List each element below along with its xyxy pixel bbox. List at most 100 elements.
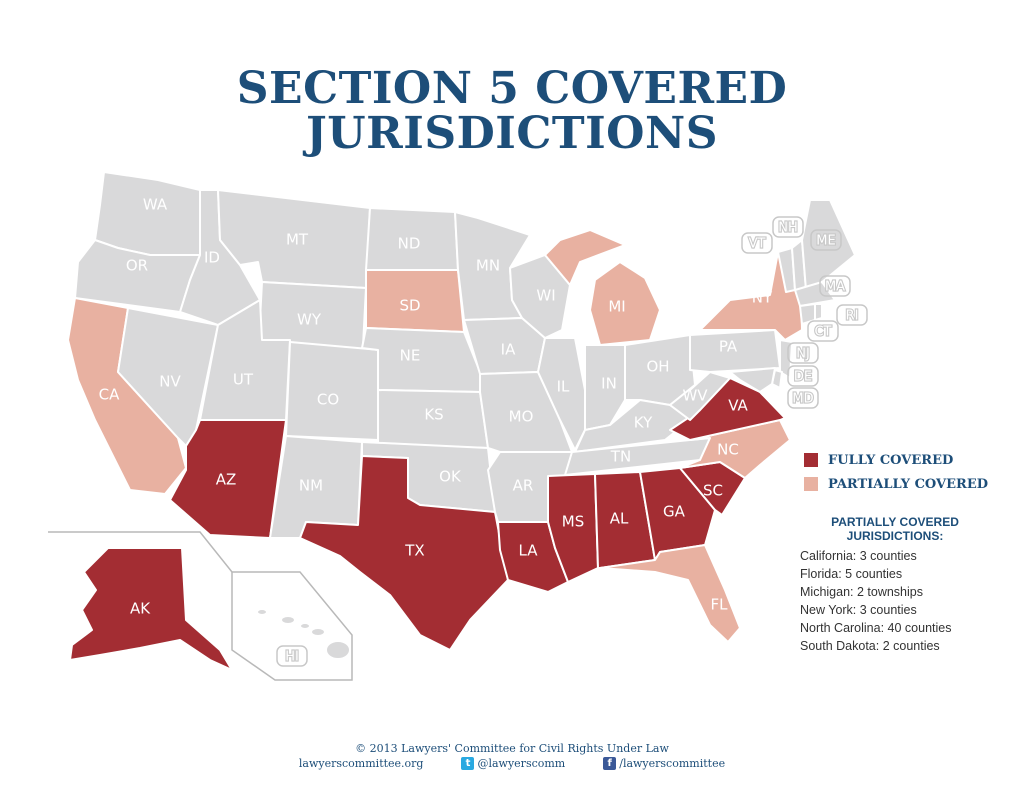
state-tag-ct: CT	[807, 320, 839, 342]
state-mi[interactable]	[589, 261, 661, 346]
state-label-pa: PA	[719, 338, 738, 356]
state-label-ne: NE	[400, 347, 421, 365]
title-line-2: JURISDICTIONS	[305, 108, 719, 159]
state-label-sd: SD	[399, 297, 420, 315]
state-tag-label-hi: HI	[285, 650, 299, 665]
title-line-1: SECTION 5 COVERED	[236, 63, 788, 114]
state-label-mn: MN	[476, 257, 500, 275]
state-tag-label-ct: CT	[814, 325, 831, 340]
copyright: © 2013 Lawyers' Committee for Civil Righ…	[355, 742, 669, 755]
state-label-ar: AR	[513, 477, 534, 495]
footer: © 2013 Lawyers' Committee for Civil Righ…	[0, 741, 1024, 771]
twitter-handle: @lawyerscomm	[477, 757, 566, 770]
state-label-la: LA	[519, 542, 539, 560]
partial-title-line-2: JURISDICTIONS:	[846, 529, 944, 543]
state-label-mo: MO	[509, 408, 534, 426]
state-ne[interactable]	[361, 327, 481, 393]
facebook-link[interactable]: f /lawyerscommittee	[603, 756, 725, 771]
state-label-fl: FL	[711, 596, 729, 614]
state-tag-label-nj: NJ	[796, 347, 810, 362]
state-label-va: VA	[728, 397, 748, 415]
state-label-az: AZ	[216, 471, 237, 489]
state-az[interactable]	[169, 419, 287, 539]
state-label-ia: IA	[501, 341, 516, 359]
state-label-nc: NC	[717, 441, 739, 459]
legend-fully-covered: FULLY COVERED	[804, 448, 988, 472]
partial-jurisdictions-title: PARTIALLY COVERED JURISDICTIONS:	[800, 515, 990, 543]
state-label-ms: MS	[562, 513, 584, 531]
state-hi[interactable]	[256, 608, 351, 660]
state-label-nv: NV	[159, 373, 181, 391]
state-ma[interactable]	[794, 281, 836, 307]
state-tag-de: DE	[787, 365, 819, 387]
state-tag-me: ME	[810, 229, 842, 251]
state-ak[interactable]	[69, 547, 233, 671]
state-md[interactable]	[729, 367, 776, 393]
inset-frame-hawaii	[231, 571, 353, 681]
website-link[interactable]: lawyerscommittee.org	[298, 757, 424, 770]
state-label-ut: UT	[233, 371, 254, 389]
state-tag-nh: NH	[772, 216, 804, 238]
state-tag-md: MD	[787, 387, 819, 409]
fully-covered-swatch	[804, 453, 818, 467]
twitter-link[interactable]: t @lawyerscomm	[461, 756, 565, 771]
state-tag-nj: NJ	[787, 342, 819, 364]
facebook-icon: f	[603, 757, 617, 770]
state-wv[interactable]	[669, 371, 731, 421]
state-tag-label-vt: VT	[749, 237, 766, 252]
state-mi-upper[interactable]	[544, 229, 626, 286]
state-label-il: IL	[557, 378, 570, 396]
state-nc[interactable]	[679, 419, 791, 479]
state-label-tx: TX	[404, 542, 424, 560]
state-label-mt: MT	[286, 231, 309, 249]
list-item: Michigan: 2 townships	[800, 585, 923, 599]
state-wa[interactable]	[94, 171, 201, 256]
state-label-tn: TN	[610, 448, 631, 466]
state-label-sc: SC	[703, 482, 723, 500]
list-item: New York: 3 counties	[800, 603, 917, 617]
state-label-ak: AK	[130, 600, 151, 618]
state-tag-label-ma: MA	[825, 280, 845, 295]
state-label-ky: KY	[634, 414, 653, 432]
map-title: SECTION 5 COVERED JURISDICTIONS	[0, 66, 1024, 156]
legend-partially-covered: PARTIALLY COVERED	[804, 472, 988, 496]
state-label-wv: WV	[682, 387, 708, 405]
state-label-ok: OK	[439, 468, 462, 486]
state-label-or: OR	[126, 257, 148, 275]
state-label-ga: GA	[663, 503, 686, 521]
facebook-handle: /lawyerscommittee	[619, 757, 726, 770]
state-label-mi: MI	[608, 298, 625, 316]
partial-title-line-1: PARTIALLY COVERED	[831, 515, 959, 529]
state-tag-label-ri: RI	[846, 309, 859, 324]
list-item: North Carolina: 40 counties	[800, 621, 952, 635]
state-tag-label-md: MD	[792, 392, 813, 407]
state-label-nm: NM	[299, 477, 323, 495]
state-label-wi: WI	[536, 287, 555, 305]
state-tag-vt: VT	[741, 232, 773, 254]
partial-jurisdictions: PARTIALLY COVERED JURISDICTIONS: Califor…	[800, 515, 990, 655]
list-item: Florida: 5 counties	[800, 567, 903, 581]
state-fl[interactable]	[599, 544, 741, 643]
state-tag-label-de: DE	[794, 370, 812, 385]
state-label-oh: OH	[646, 358, 669, 376]
state-label-nd: ND	[398, 235, 421, 253]
fully-covered-label: FULLY COVERED	[828, 452, 954, 468]
state-label-in: IN	[601, 375, 617, 393]
twitter-icon: t	[461, 757, 475, 770]
state-tag-ma: MA	[819, 275, 851, 297]
state-ri[interactable]	[814, 303, 823, 321]
partially-covered-label: PARTIALLY COVERED	[828, 476, 989, 492]
state-label-id: ID	[204, 249, 220, 267]
partially-covered-swatch	[804, 477, 818, 491]
list-item: California: 3 counties	[800, 549, 917, 563]
state-tag-ri: RI	[836, 304, 868, 326]
state-tx[interactable]	[299, 455, 509, 651]
state-tag-hi: HI	[276, 645, 308, 667]
list-item: South Dakota: 2 counties	[800, 639, 940, 653]
state-label-wa: WA	[143, 196, 168, 214]
state-label-ca: CA	[99, 386, 120, 404]
partial-jurisdictions-list: California: 3 counties Florida: 5 counti…	[800, 547, 990, 655]
state-tag-label-nh: NH	[778, 221, 798, 236]
inset-frame-alaska	[48, 531, 233, 573]
